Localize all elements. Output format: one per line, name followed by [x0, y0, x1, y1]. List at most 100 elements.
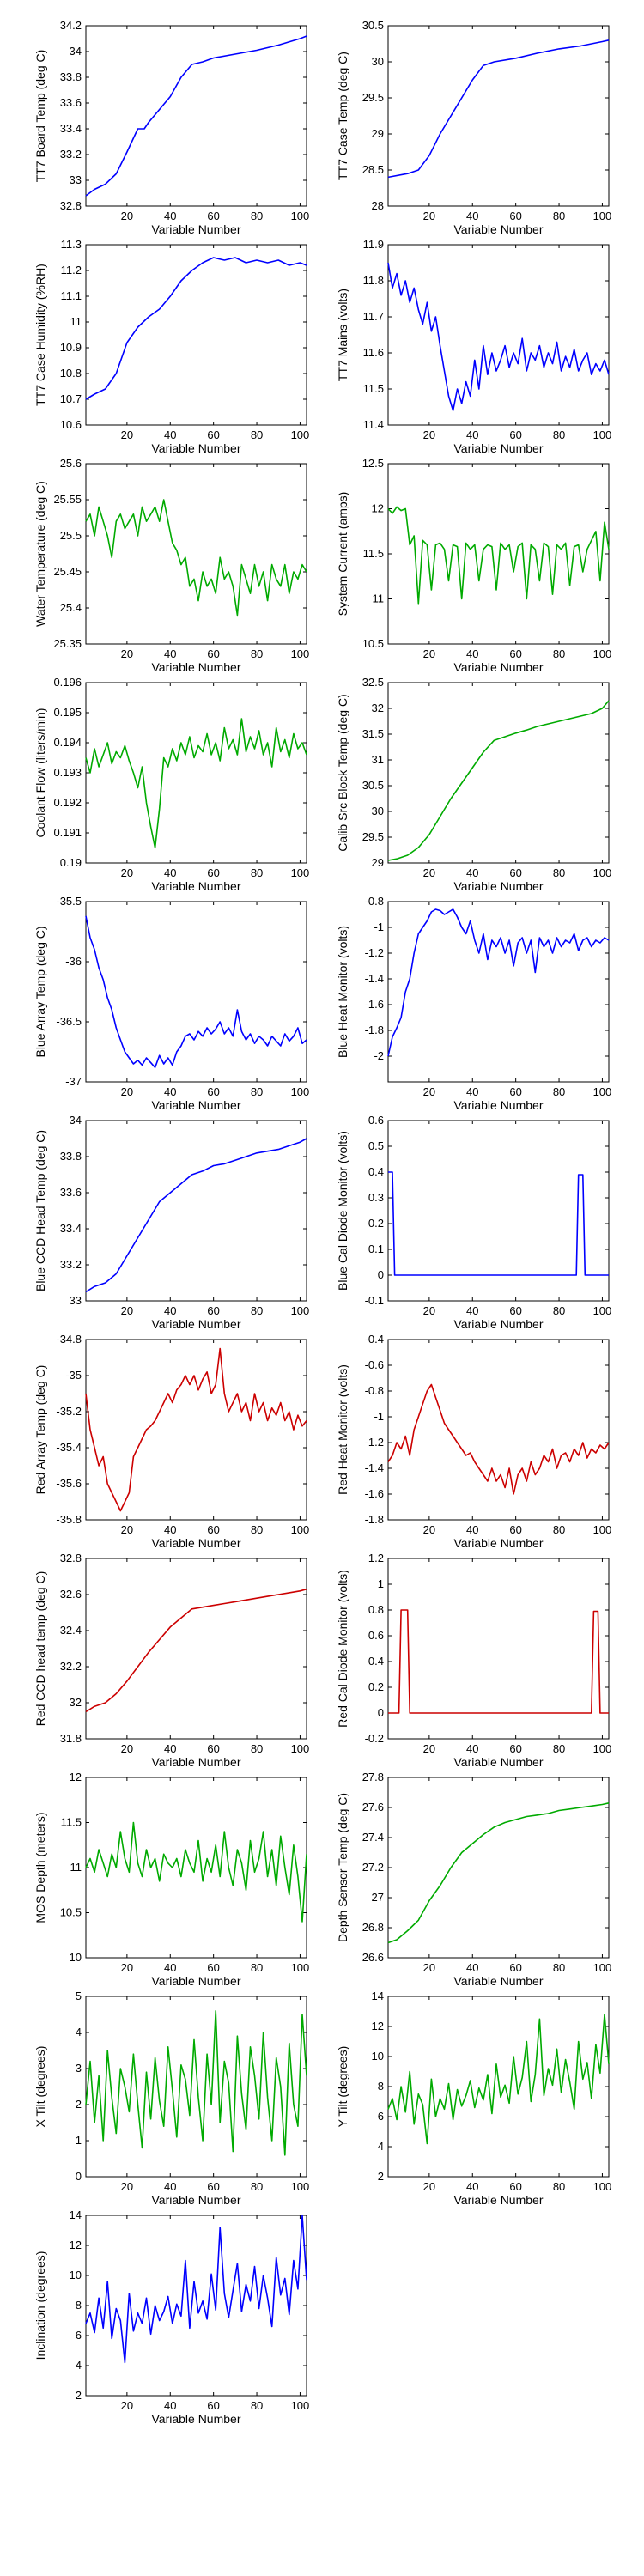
x-tick-label: 40 — [164, 2399, 176, 2412]
y-tick-label: -35 — [65, 1369, 82, 1382]
chart-panel-7: 0.196 0.195 0.194 0.193 0.192 0.191 0.19 20 40 60… — [33, 676, 309, 893]
y-tick-label: 12.5 — [362, 457, 384, 470]
chart-panel-9: -35.5 -36 -36.5 -37 20 40 60 80 100 Variable Numb… — [33, 895, 309, 1112]
x-tick-label: 40 — [164, 1742, 176, 1755]
x-axis-label: Variable Number — [453, 441, 543, 455]
x-tick-label: 60 — [207, 1523, 219, 1536]
x-tick-label: 80 — [553, 1742, 565, 1755]
y-tick-label: -36 — [65, 955, 82, 968]
y-axis-label: TT7 Board Temp (deg C) — [33, 50, 47, 183]
y-tick-label: 33.2 — [60, 1258, 82, 1271]
y-tick-label: 0.2 — [368, 1217, 384, 1230]
y-tick-label: 10.8 — [60, 367, 82, 380]
y-tick-label: 8 — [76, 2299, 82, 2312]
y-tick-label: 10.9 — [60, 341, 82, 354]
x-tick-label: 20 — [423, 1742, 435, 1755]
chart-panel-10: -0.8 -1 -1.2 -1.4 -1.6 -1.8 -2 20 40 60 80 100 Varia… — [336, 895, 611, 1112]
x-tick-label: 40 — [466, 428, 478, 441]
x-tick-label: 20 — [423, 1523, 435, 1536]
y-axis-label: Blue CCD Head Temp (deg C) — [33, 1130, 47, 1291]
y-tick-label: 27.6 — [362, 1801, 384, 1814]
y-tick-label: 27 — [372, 1891, 384, 1904]
series-line — [387, 1802, 610, 1944]
chart-panel-21: 14 12 10 8 6 4 2 20 40 60 80 100 Variable Number Incl… — [33, 2208, 309, 2426]
x-tick-label: 40 — [466, 1085, 478, 1098]
y-tick-label: -1.8 — [365, 1513, 384, 1526]
y-tick-label: -1.8 — [365, 1024, 384, 1036]
y-tick-label: 11.9 — [363, 238, 384, 251]
x-axis-label: Variable Number — [151, 1755, 240, 1769]
series-line — [85, 1588, 307, 1713]
x-tick-label: 80 — [251, 1523, 263, 1536]
x-tick-label: 80 — [251, 1961, 263, 1974]
chart-panel-14: -0.4 -0.6 -0.8 -1 -1.2 -1.4 -1.6 -1.8 20 40 60 80 10… — [336, 1333, 611, 1550]
chart-panel-18: 27.8 27.6 27.4 27.2 27 26.8 26.6 20 40 60 80 100 Var… — [336, 1771, 611, 1988]
y-tick-label: 28.5 — [362, 163, 384, 176]
x-axis-label: Variable Number — [151, 1098, 240, 1112]
y-tick-label: 33 — [70, 1294, 82, 1307]
chart-panel-4: 11.9 11.8 11.7 11.6 11.5 11.4 20 40 60 80 100 Varia… — [336, 238, 611, 455]
x-tick-label: 60 — [509, 1523, 521, 1536]
x-tick-label: 100 — [291, 428, 310, 441]
x-tick-label: 80 — [553, 2180, 565, 2193]
y-axis-label: Blue Heat Monitor (volts) — [336, 926, 349, 1058]
y-tick-label: 0.6 — [368, 1114, 384, 1127]
x-tick-label: 20 — [121, 1961, 133, 1974]
x-axis-label: Variable Number — [453, 660, 543, 674]
y-tick-label: 0.6 — [368, 1629, 384, 1642]
series-line — [388, 1609, 609, 1714]
y-tick-label: 2 — [76, 2098, 82, 2111]
chart-panel-12: 0.6 0.5 0.4 0.3 0.2 0.1 0 -0.1 20 40 60 80 100 Variab… — [336, 1114, 611, 1331]
x-axis-label: Variable Number — [453, 1317, 543, 1331]
x-tick-label: 20 — [423, 1304, 435, 1317]
series-line — [387, 908, 610, 1057]
y-axis-label: Water Temperature (deg C) — [33, 481, 47, 627]
series-line — [387, 506, 610, 605]
y-tick-label: -0.2 — [365, 1732, 384, 1745]
y-tick-label: -36.5 — [56, 1015, 82, 1028]
x-tick-label: 60 — [207, 1961, 219, 1974]
x-axis-label: Variable Number — [453, 1974, 543, 1988]
x-tick-label: 100 — [291, 1304, 310, 1317]
x-tick-label: 60 — [207, 2180, 219, 2193]
y-axis-label: Red CCD head temp (deg C) — [33, 1571, 47, 1727]
y-tick-label: 33.6 — [60, 96, 82, 109]
series-line — [85, 915, 307, 1068]
y-tick-label: 10 — [70, 2269, 82, 2281]
x-tick-label: 60 — [509, 1304, 521, 1317]
series-line — [388, 1171, 609, 1276]
series-line — [85, 1138, 307, 1293]
y-axis-label: Red Array Temp (deg C) — [33, 1365, 47, 1495]
x-tick-label: 60 — [509, 1742, 521, 1755]
x-tick-label: 20 — [121, 1085, 133, 1098]
chart-panel-8: 32.5 32 31.5 31 30.5 30 29.5 29 20 40 60 80 100 Varia… — [336, 676, 611, 893]
x-tick-label: 60 — [509, 1085, 521, 1098]
x-tick-label: 20 — [423, 647, 435, 660]
x-tick-label: 40 — [164, 866, 176, 879]
y-axis-label: Red Cal Diode Monitor (volts) — [336, 1570, 349, 1728]
series-line — [387, 2014, 610, 2145]
x-tick-label: 40 — [466, 1742, 478, 1755]
y-tick-label: 31 — [372, 753, 384, 766]
series-line — [387, 262, 610, 412]
y-tick-label: 11.7 — [363, 310, 384, 323]
x-axis-label: Variable Number — [151, 441, 240, 455]
x-tick-label: 100 — [291, 1742, 310, 1755]
y-tick-label: 33.8 — [60, 70, 82, 83]
y-tick-label: 4 — [76, 2359, 82, 2372]
x-tick-label: 100 — [291, 866, 310, 879]
y-tick-label: 6 — [378, 2110, 384, 2123]
y-tick-label: -2 — [374, 1049, 384, 1062]
y-tick-label: 30.5 — [362, 19, 384, 32]
chart-panel-5: 25.6 25.55 25.5 25.45 25.4 25.35 20 40 60 80 100 Va… — [33, 457, 309, 674]
y-tick-label: 27.4 — [362, 1831, 384, 1844]
y-tick-label: -35.4 — [56, 1441, 82, 1454]
y-tick-label: 30 — [372, 55, 384, 68]
chart-panel-17: 12 11.5 11 10.5 10 20 40 60 80 100 Variable Number… — [33, 1771, 309, 1988]
x-tick-label: 100 — [593, 1304, 612, 1317]
x-tick-label: 80 — [251, 2399, 263, 2412]
y-tick-label: -1.6 — [365, 1487, 384, 1500]
x-tick-label: 60 — [509, 428, 521, 441]
y-axis-label: Y Tilt (degrees) — [336, 2046, 349, 2128]
